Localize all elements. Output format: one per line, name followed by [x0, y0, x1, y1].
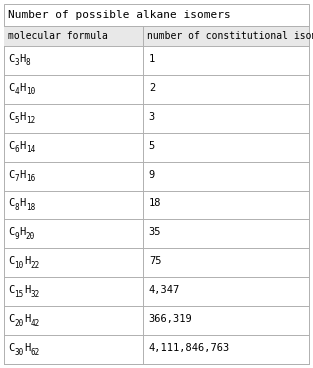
- Text: 14: 14: [26, 145, 35, 154]
- Text: 16: 16: [26, 174, 35, 183]
- Text: H: H: [19, 83, 26, 93]
- Text: C: C: [8, 285, 14, 295]
- Text: 15: 15: [15, 290, 24, 299]
- Text: 9: 9: [15, 232, 19, 241]
- Text: 20: 20: [26, 232, 35, 241]
- Text: 32: 32: [31, 290, 40, 299]
- Text: H: H: [19, 198, 26, 209]
- Text: 10: 10: [26, 87, 35, 96]
- Text: H: H: [19, 170, 26, 180]
- Text: 8: 8: [15, 203, 19, 212]
- Text: 5: 5: [15, 116, 19, 125]
- Text: H: H: [19, 112, 26, 122]
- Text: C: C: [8, 314, 14, 324]
- Text: 10: 10: [15, 261, 24, 270]
- Text: C: C: [8, 170, 14, 180]
- Text: 2: 2: [149, 83, 155, 93]
- Text: H: H: [24, 285, 30, 295]
- Text: C: C: [8, 83, 14, 93]
- Text: 35: 35: [149, 227, 161, 237]
- Text: 4,347: 4,347: [149, 285, 180, 295]
- Text: 22: 22: [31, 261, 40, 270]
- Text: number of constitutional isomers: number of constitutional isomers: [147, 31, 313, 41]
- Text: 9: 9: [149, 170, 155, 180]
- Text: H: H: [19, 54, 26, 64]
- Text: 8: 8: [26, 59, 31, 67]
- Text: 42: 42: [31, 319, 40, 328]
- Text: 18: 18: [26, 203, 35, 212]
- Text: molecular formula: molecular formula: [8, 31, 108, 41]
- Text: C: C: [8, 256, 14, 266]
- Text: 1: 1: [149, 54, 155, 64]
- Text: 6: 6: [15, 145, 19, 154]
- Text: H: H: [19, 227, 26, 237]
- Text: 75: 75: [149, 256, 161, 266]
- Text: C: C: [8, 141, 14, 151]
- Text: C: C: [8, 227, 14, 237]
- Text: 3: 3: [149, 112, 155, 122]
- Text: 30: 30: [15, 347, 24, 357]
- Text: 20: 20: [15, 319, 24, 328]
- Text: 3: 3: [15, 59, 19, 67]
- Text: 12: 12: [26, 116, 35, 125]
- Text: 366,319: 366,319: [149, 314, 192, 324]
- Text: C: C: [8, 198, 14, 209]
- Text: 4,111,846,763: 4,111,846,763: [149, 343, 230, 353]
- Text: Number of possible alkane isomers: Number of possible alkane isomers: [8, 10, 231, 20]
- Text: C: C: [8, 54, 14, 64]
- Text: H: H: [19, 141, 26, 151]
- Text: C: C: [8, 343, 14, 353]
- Text: 5: 5: [149, 141, 155, 151]
- Text: H: H: [24, 314, 30, 324]
- Text: H: H: [24, 343, 30, 353]
- Text: H: H: [24, 256, 30, 266]
- Bar: [4, 26, 309, 46]
- Text: 62: 62: [31, 347, 40, 357]
- Text: 4: 4: [15, 87, 19, 96]
- Text: 18: 18: [149, 198, 161, 209]
- Text: C: C: [8, 112, 14, 122]
- Text: 7: 7: [15, 174, 19, 183]
